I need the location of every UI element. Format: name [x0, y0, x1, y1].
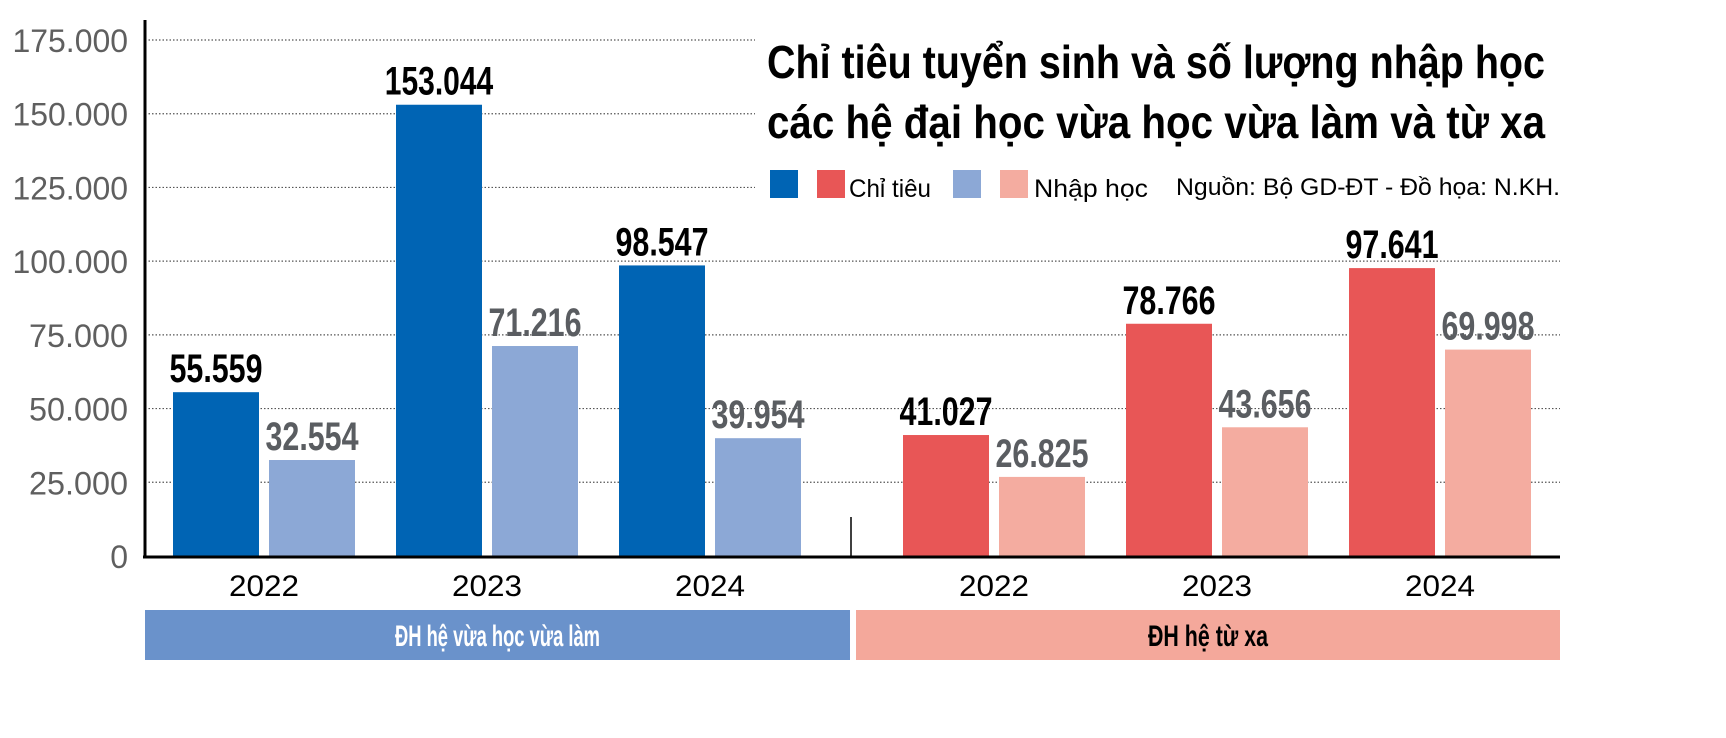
chart-title: Chỉ tiêu tuyển sinh và số lượng nhập học…	[767, 36, 1545, 148]
y-tick-label: 100.000	[13, 244, 129, 280]
y-tick-label: 175.000	[13, 23, 129, 59]
bar	[269, 460, 355, 556]
y-axis-ticks: 0 25.000 50.000 75.000 100.000 125.000 150.000…	[13, 23, 129, 575]
legend-swatch-chi-tieu-red	[817, 170, 845, 198]
y-tick-label: 50.000	[29, 392, 128, 428]
legend: Chỉ tiêu Nhập học Nguồn: Bộ GD-ĐT - Đồ h…	[770, 170, 1560, 203]
legend-label-chi-tieu: Chỉ tiêu	[849, 175, 931, 203]
y-tick-label: 25.000	[29, 465, 128, 501]
y-tick-label: 0	[110, 539, 128, 575]
group-band-label: ĐH hệ từ xa	[1148, 620, 1268, 653]
legend-label-nhap-hoc: Nhập học	[1034, 175, 1148, 203]
x-tick-label: 2022	[229, 570, 299, 603]
bar	[492, 346, 578, 556]
title-line-2: các hệ đại học vừa học vừa làm và từ xa	[767, 96, 1545, 148]
axes	[143, 20, 1560, 559]
bar-value-label: 69.998	[1442, 305, 1535, 349]
bar-value-label: 39.954	[712, 393, 806, 437]
bar	[1126, 323, 1212, 556]
bar-value-label: 43.656	[1219, 382, 1312, 426]
x-tick-label: 2023	[1182, 570, 1252, 603]
bar	[1349, 268, 1435, 556]
title-line-1: Chỉ tiêu tuyển sinh và số lượng nhập học	[767, 36, 1545, 88]
group-band	[856, 610, 1560, 660]
bar	[715, 438, 801, 556]
x-tick-label: 2024	[675, 570, 745, 603]
x-tick-label: 2023	[452, 570, 522, 603]
y-tick-label: 75.000	[29, 318, 128, 354]
y-tick-label: 150.000	[13, 97, 129, 133]
bar-value-label: 153.044	[385, 60, 494, 104]
legend-swatch-nhap-hoc-red	[1000, 170, 1028, 198]
source-credit: Nguồn: Bộ GD-ĐT - Đồ họa: N.KH.	[1176, 174, 1560, 201]
bar	[999, 476, 1085, 556]
bar-value-label: 26.825	[996, 432, 1089, 476]
bar-value-label: 78.766	[1123, 279, 1216, 323]
y-tick-label: 125.000	[13, 170, 129, 206]
bar-value-label: 41.027	[900, 390, 993, 434]
bar-value-label: 97.641	[1346, 223, 1439, 267]
bar-value-label: 71.216	[489, 301, 582, 345]
bar	[396, 104, 482, 556]
x-tick-label: 2024	[1405, 570, 1475, 603]
x-axis-labels: 2022 2023 2024 2022 2023 2024	[229, 570, 1475, 603]
bar-value-label: 32.554	[266, 415, 360, 459]
bar	[173, 392, 259, 556]
bar	[1445, 349, 1531, 556]
group-bands: ĐH hệ vừa học vừa làm ĐH hệ từ xa	[145, 610, 1560, 660]
title-background	[755, 20, 1560, 210]
legend-swatch-nhap-hoc-blue	[953, 170, 981, 198]
group-band	[145, 610, 850, 660]
group-band-label: ĐH hệ vừa học vừa làm	[395, 620, 600, 653]
bar-value-label: 98.547	[616, 220, 709, 264]
bar-value-label: 55.559	[170, 347, 263, 391]
bar	[903, 435, 989, 556]
bar	[1222, 427, 1308, 556]
x-tick-label: 2022	[959, 570, 1029, 603]
legend-swatch-chi-tieu-blue	[770, 170, 798, 198]
bar	[619, 265, 705, 556]
